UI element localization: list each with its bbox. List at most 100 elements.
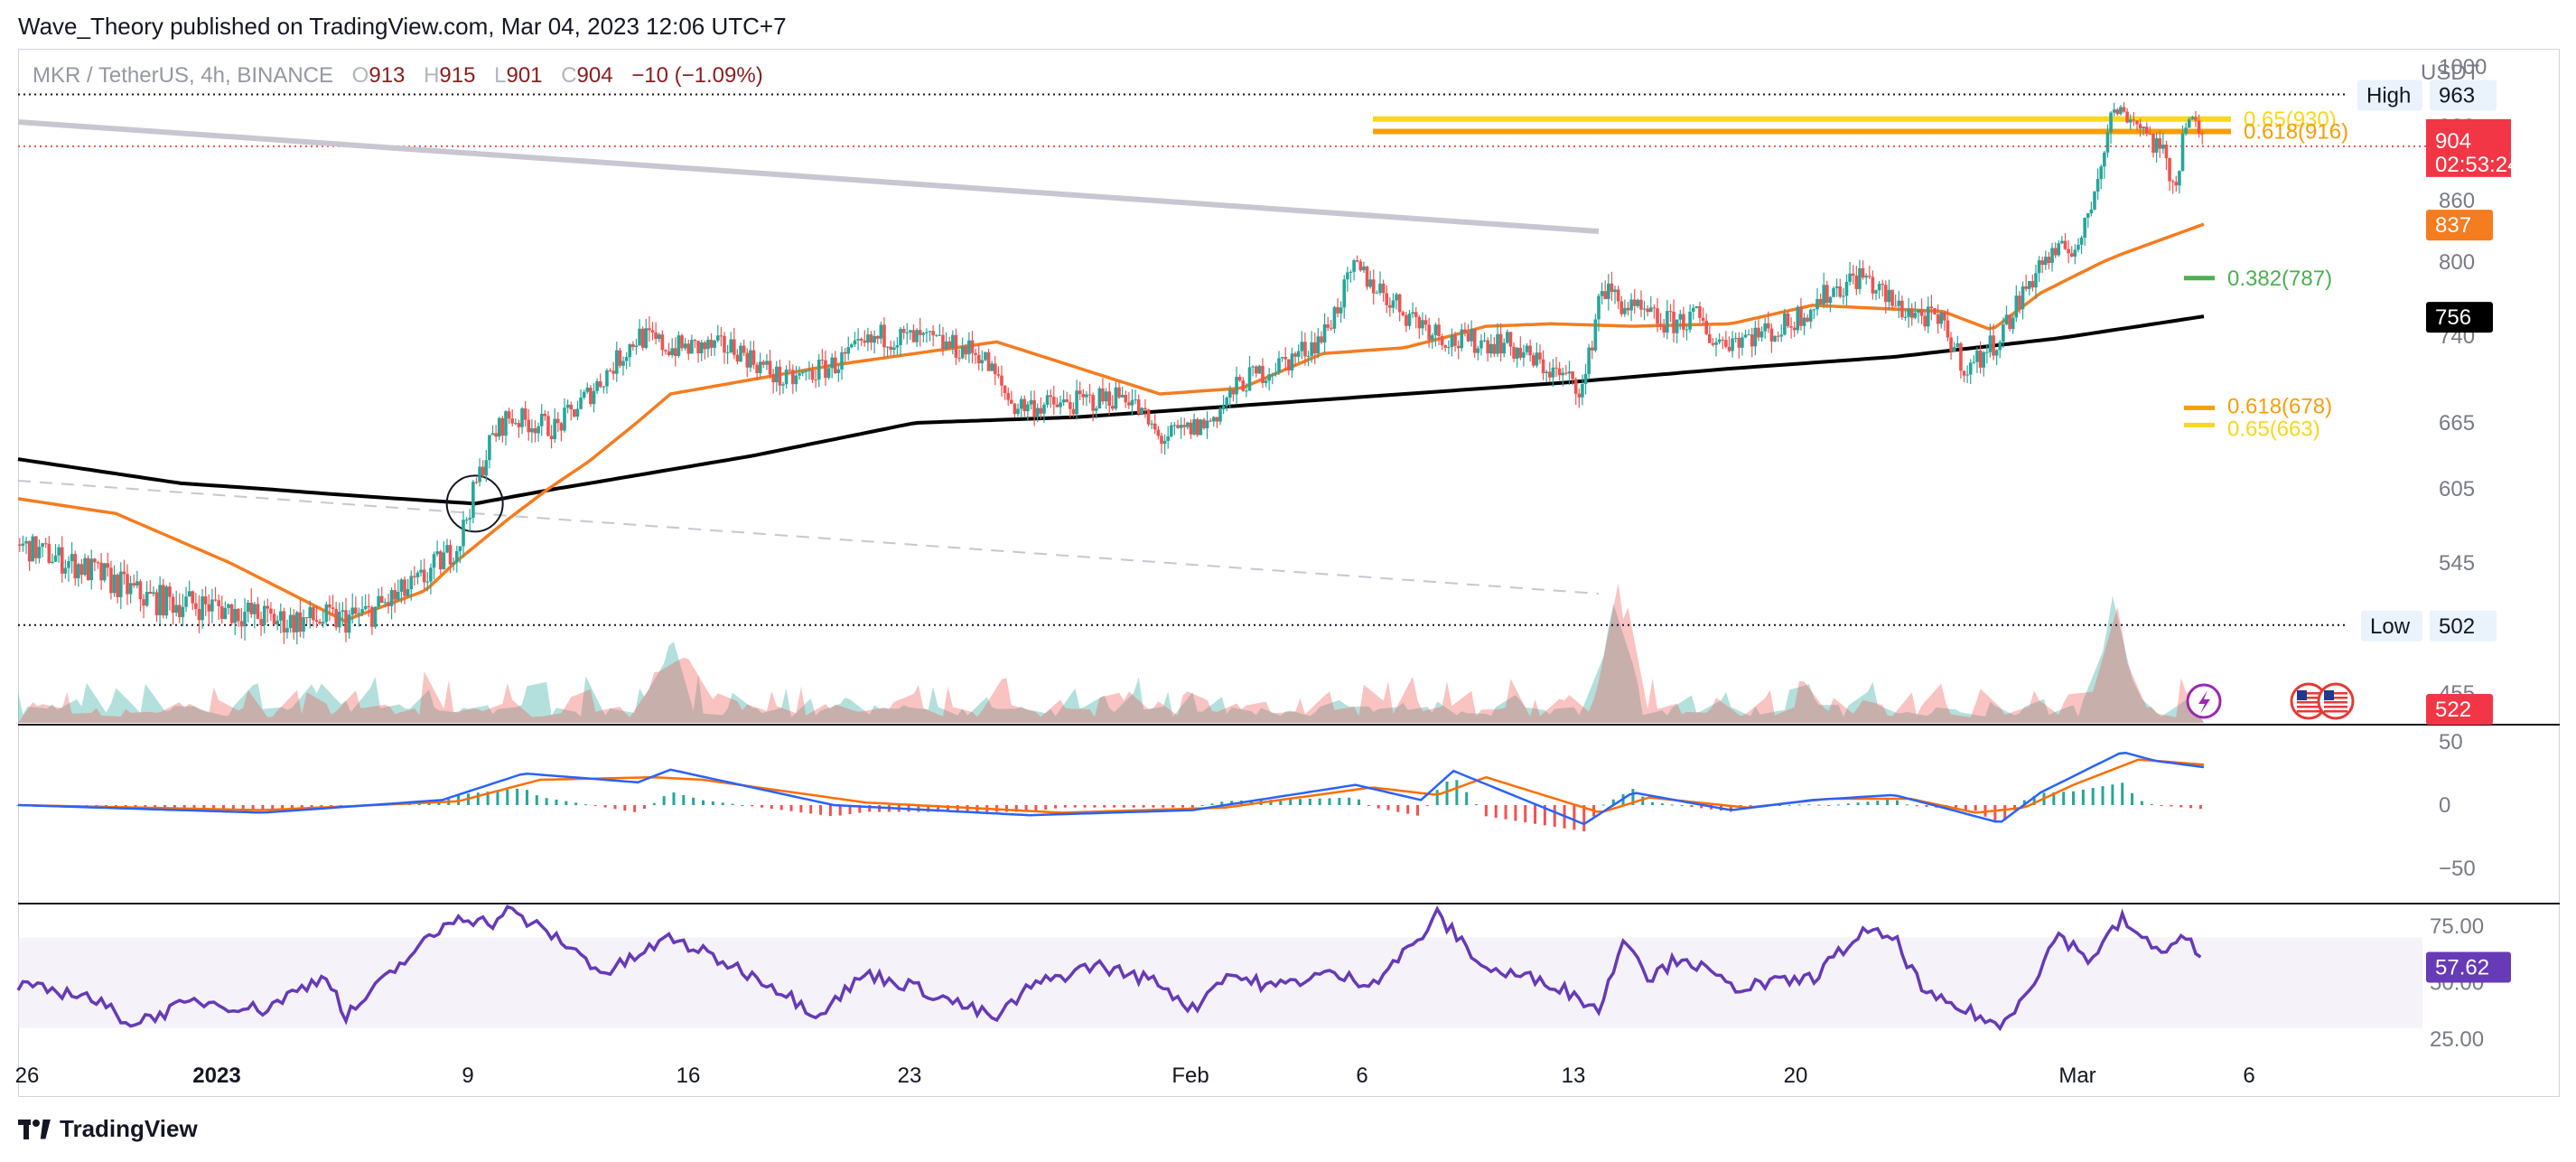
flag-stripe [2324,706,2347,708]
candle-body [1453,334,1457,346]
candle-body [605,370,609,387]
macd-histogram-bar [946,805,949,812]
candle-body [824,360,827,379]
candle-body [781,384,785,386]
candle-body [1968,362,1973,375]
price-tick-label: 860 [2439,189,2475,213]
candle-body [2178,171,2181,186]
candle-body [1675,319,1679,333]
fib-label: 0.618(678) [2227,394,2332,418]
candle-body [549,436,554,439]
macd-histogram-bar [1435,790,1439,805]
candle-body [1264,380,1268,383]
candle-body [2079,237,2084,245]
candle-body [1848,273,1852,282]
macd-histogram-bar [682,794,686,805]
candle-body [47,543,51,564]
macd-histogram-bar [545,798,548,805]
candle-body [565,404,570,408]
candle-body [1320,336,1323,343]
candle-body [2119,107,2123,115]
candle-body [1900,300,1904,318]
candle-body [1114,387,1118,409]
candle-body [817,360,821,380]
candle-body [1160,436,1163,445]
candle-body [448,545,453,565]
macd-histogram-bar [565,801,568,805]
candle-body [1407,314,1412,326]
candle-body [194,603,198,609]
candle-body [1707,333,1712,343]
macd-histogram-bar [1964,805,1967,811]
candle-body [304,617,309,619]
candle-body [1287,359,1291,371]
candle-body [947,341,952,349]
price-tick-label: 800 [2439,250,2475,275]
candle-body [1554,367,1558,369]
candle-body [882,324,886,348]
candle-body [1629,299,1633,311]
candle-body [282,611,286,633]
macd-histogram-bar [1044,805,1048,811]
candle-body [1881,284,1885,286]
macd-histogram-bar [1670,804,1674,806]
candle-body [1450,334,1454,348]
candle-body [866,334,870,343]
candle-body [373,606,378,627]
candle-body [1796,306,1800,331]
macd-histogram-bar [858,805,862,813]
candle-body [1597,295,1601,320]
time-tick-label: 6 [2243,1064,2254,1088]
candle-body [1545,371,1548,373]
candle-body [1838,286,1843,297]
candle-body [1978,350,1983,368]
candle-body [379,595,384,604]
candle-body [1538,352,1542,360]
candle-body [1590,347,1594,351]
candle-body [1209,420,1212,422]
candle-body [624,357,629,361]
candle-body [984,351,987,361]
candle-body [259,618,263,626]
price-axis: USDT1000920860800740665605545455500−5075… [15,55,2487,1088]
macd-histogram-bar [583,804,587,806]
candle-body [539,414,544,426]
candle-body [1427,324,1431,340]
candle-body [537,426,540,434]
macd-histogram-bar [555,799,558,805]
macd-line [17,751,2205,826]
candle-body [957,357,961,359]
candle-body [1101,388,1105,402]
candle-body [1140,408,1144,414]
candle-body [77,564,80,578]
candle-body [2125,111,2129,123]
candle-body [1339,307,1343,314]
candle-body [89,558,94,581]
candle-body [438,551,443,570]
candle-body [1858,267,1862,289]
candle-body [2190,117,2195,119]
candle-body [488,435,491,461]
candle-body [670,348,674,355]
candle-body [435,551,439,555]
candle-body [2069,253,2074,257]
macd-histogram-bar [1308,798,1311,805]
macd-histogram-bar [1132,805,1135,808]
candle-body [1854,275,1859,289]
candle-body [1055,404,1059,408]
candle-body [918,330,922,335]
macd-histogram-bar [741,805,744,806]
candle-body [168,586,172,597]
candle-body [1241,380,1246,391]
candle-body [2067,248,2070,254]
candle-body [1130,399,1134,406]
macd-histogram-bar [271,805,275,810]
candle-body [774,366,779,383]
candle-body [585,388,590,392]
candle-body [2122,107,2126,112]
candle-body [1371,279,1376,294]
candle-body [1600,291,1604,296]
candle-body [1326,323,1330,328]
macd-histogram-bar [1358,799,1361,805]
